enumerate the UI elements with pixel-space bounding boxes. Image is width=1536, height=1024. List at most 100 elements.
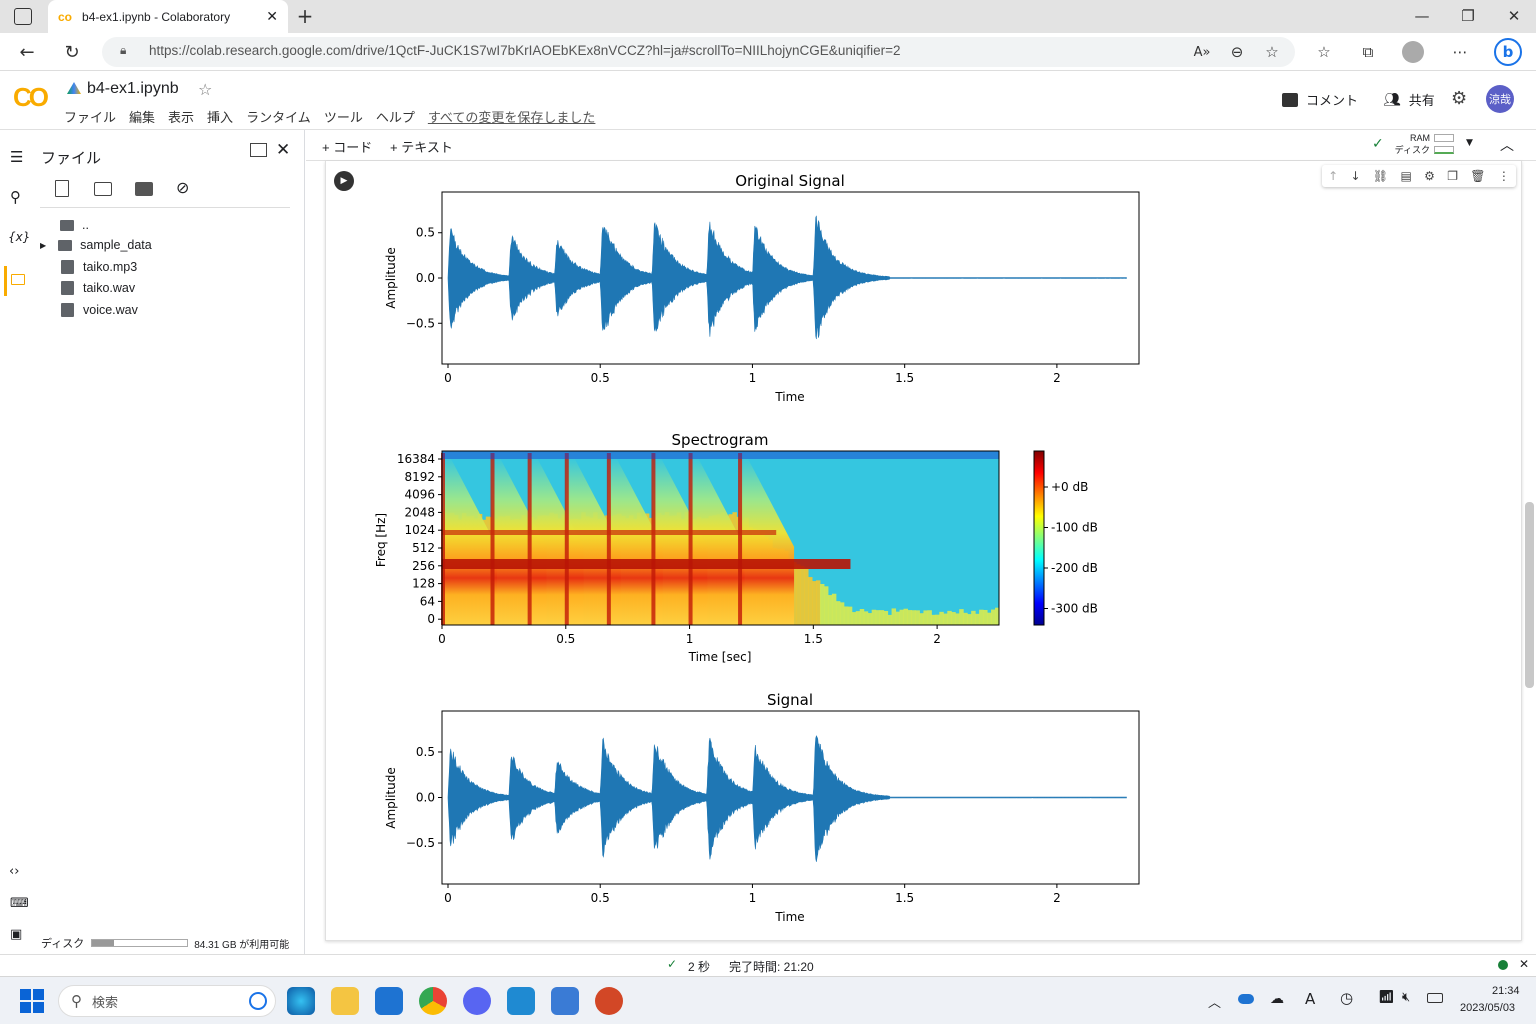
list-item[interactable]: voice.wav: [61, 303, 138, 317]
collections-icon[interactable]: ⧉: [1362, 43, 1374, 61]
bing-icon[interactable]: b: [1494, 38, 1522, 66]
add-code-button[interactable]: + コード: [322, 140, 373, 155]
taskbar-search[interactable]: ⚲ 検索: [58, 985, 276, 1017]
files-icon[interactable]: [4, 266, 7, 296]
notebook-name[interactable]: b4-ex1.ipynb: [87, 80, 179, 97]
settings-gear-icon[interactable]: ⚙: [1451, 88, 1468, 109]
run-cell-icon[interactable]: ▶: [334, 171, 354, 191]
wifi-icon[interactable]: 📶︎: [1378, 990, 1395, 1005]
save-status-link[interactable]: すべての変更を保存しました: [427, 110, 596, 125]
favorites-icon[interactable]: ☆: [1317, 43, 1331, 61]
zoom-icon[interactable]: ⊖: [1230, 43, 1244, 61]
list-item[interactable]: taiko.mp3: [61, 260, 137, 274]
comment-button[interactable]: コメント: [1282, 90, 1358, 109]
close-status-icon[interactable]: ✕: [1519, 957, 1530, 971]
clock-date[interactable]: 2023/05/03: [1460, 1002, 1516, 1014]
new-tab-button[interactable]: +: [296, 4, 314, 28]
start-icon[interactable]: [20, 989, 44, 1013]
mail-icon[interactable]: [375, 987, 403, 1015]
upload-icon[interactable]: [55, 180, 69, 197]
menu-insert[interactable]: 挿入: [207, 110, 234, 125]
menu-edit[interactable]: 編集: [129, 110, 156, 125]
collapse-header-icon[interactable]: ︿: [1500, 138, 1514, 154]
runtime-dropdown-icon[interactable]: ▼: [1466, 138, 1473, 148]
spectrogram-cell: [971, 610, 976, 625]
chrome-icon[interactable]: [419, 987, 447, 1015]
resource-monitor[interactable]: RAM ディスク: [1390, 132, 1454, 156]
browser-tab[interactable]: co b4-ex1.ipynb - Colaboratory ✕: [48, 0, 288, 33]
list-item[interactable]: taiko.wav: [61, 281, 135, 295]
bing-icon: [249, 992, 267, 1010]
profile-icon[interactable]: [1402, 41, 1424, 63]
more-menu-icon[interactable]: ⋯: [1452, 43, 1468, 61]
list-item[interactable]: ..: [60, 218, 89, 232]
url-field[interactable]: 🔒︎ https://colab.research.google.com/dri…: [102, 37, 1295, 67]
volume-muted-icon[interactable]: 🔇︎: [1402, 990, 1411, 1005]
variables-icon[interactable]: {x}: [8, 230, 31, 244]
menu-runtime[interactable]: ランタイム: [246, 110, 311, 125]
star-icon[interactable]: ☆: [198, 80, 213, 99]
share-button[interactable]: 👥︎ 共有: [1383, 90, 1435, 109]
code-cell[interactable]: ▶ ↑ ↓ ⛓ ▤ ⚙ ❐ 🗑︎ ⋮ Original Signal 0 0.5 1…: [325, 161, 1522, 941]
toc-icon[interactable]: ☰: [10, 148, 24, 166]
spectrogram-cell: [847, 606, 853, 625]
colab-logo[interactable]: CO: [13, 82, 49, 112]
reload-icon[interactable]: ↻: [64, 41, 80, 63]
comment-icon[interactable]: ▤: [1400, 169, 1412, 183]
photos-icon[interactable]: [551, 987, 579, 1015]
back-icon[interactable]: ←: [19, 41, 35, 63]
cloud-icon[interactable]: ☁: [1270, 991, 1284, 1007]
open-in-tab-icon[interactable]: [250, 143, 267, 157]
read-aloud-icon[interactable]: A»: [1193, 44, 1211, 60]
discord-icon[interactable]: [463, 987, 491, 1015]
search-icon[interactable]: ⚲: [10, 188, 21, 206]
spectrogram-cell: [987, 612, 992, 625]
close-window-icon[interactable]: ✕: [1507, 7, 1521, 25]
spectrogram-cell: [935, 614, 940, 625]
powerpoint-icon[interactable]: [595, 987, 623, 1015]
vscode-icon[interactable]: [507, 987, 535, 1015]
terminal-icon[interactable]: ▣: [10, 927, 23, 942]
menu-file[interactable]: ファイル: [64, 110, 117, 125]
spectrogram-cell: [800, 565, 805, 625]
mount-drive-icon[interactable]: [135, 182, 153, 196]
scrollbar[interactable]: [1525, 502, 1534, 688]
command-palette-icon[interactable]: ⌨: [10, 896, 29, 911]
favorite-add-icon[interactable]: ☆: [1265, 43, 1279, 61]
clock-app-icon[interactable]: ◷: [1340, 989, 1354, 1007]
x-tick-label: 2: [933, 632, 941, 646]
code-snippets-icon[interactable]: ‹›: [9, 864, 20, 879]
move-down-icon[interactable]: ↓: [1350, 169, 1361, 183]
mirror-cell-icon[interactable]: ❐: [1447, 169, 1458, 183]
onedrive-error-icon[interactable]: [1238, 994, 1254, 1004]
minimize-icon[interactable]: —: [1414, 7, 1430, 25]
close-tab-icon[interactable]: ✕: [266, 8, 278, 24]
explorer-icon[interactable]: [331, 987, 359, 1015]
menu-tools[interactable]: ツール: [323, 110, 363, 125]
menu-help[interactable]: ヘルプ: [375, 110, 415, 125]
chevron-up-icon[interactable]: ︿: [1208, 996, 1222, 1011]
close-sidebar-icon[interactable]: ✕: [276, 140, 291, 160]
expand-arrow-icon[interactable]: ▶: [40, 240, 47, 250]
restore-icon[interactable]: ❐: [1461, 7, 1475, 25]
menu-view[interactable]: 表示: [168, 110, 195, 125]
list-item[interactable]: ▶ sample_data: [40, 238, 152, 252]
hide-files-icon[interactable]: ⊘: [176, 178, 190, 197]
tab-actions-icon[interactable]: [14, 8, 32, 25]
spectrogram-cell: [827, 595, 833, 625]
delete-icon[interactable]: 🗑︎: [1470, 169, 1486, 183]
edge-icon[interactable]: [287, 987, 315, 1015]
refresh-folder-icon[interactable]: [94, 182, 112, 196]
more-vert-icon[interactable]: ⋮: [1497, 169, 1510, 183]
ime-icon[interactable]: A: [1305, 990, 1316, 1008]
spectrogram-cell: [955, 613, 960, 625]
account-avatar[interactable]: 涼哉: [1486, 85, 1514, 113]
cell-settings-icon[interactable]: ⚙: [1424, 169, 1435, 183]
add-text-button[interactable]: + テキスト: [390, 140, 453, 155]
battery-icon[interactable]: [1427, 993, 1443, 1003]
clock-time[interactable]: 21:34: [1492, 985, 1520, 997]
signal-waveform: [447, 735, 1127, 862]
link-icon[interactable]: ⛓: [1372, 169, 1389, 183]
people-icon: 👥︎: [1383, 91, 1401, 107]
move-up-icon[interactable]: ↑: [1328, 169, 1339, 183]
